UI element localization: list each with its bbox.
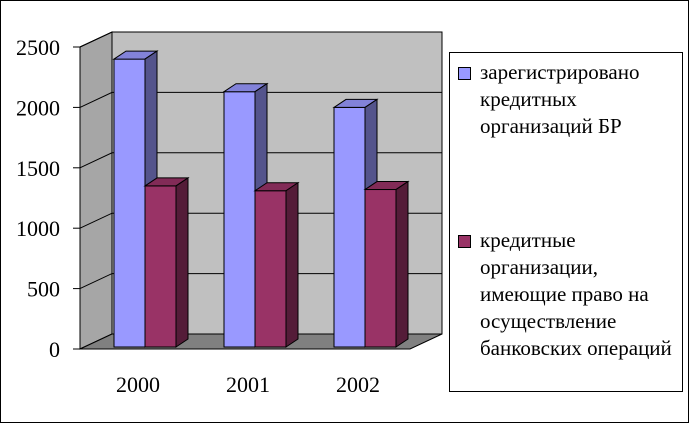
legend-item-registered: зарегистрировано кредитных организаций Б…	[458, 59, 680, 140]
legend-label-registered: зарегистрировано кредитных организаций Б…	[480, 60, 640, 138]
bar-front	[144, 185, 177, 348]
y-tick-label: 2000	[16, 95, 60, 120]
y-tick-label: 500	[27, 277, 60, 302]
legend-label-licensed: кредитные организации, имеющие право на …	[480, 228, 672, 360]
bar-front	[113, 58, 146, 348]
bar-side	[285, 181, 299, 348]
gridline	[79, 273, 442, 290]
bar-licensed-2002	[363, 180, 410, 348]
bar-licensed-2001	[253, 181, 300, 348]
gridline	[79, 212, 442, 229]
gridline	[79, 31, 442, 48]
bar-side	[175, 176, 189, 348]
bar-front	[333, 106, 366, 348]
bar-front	[223, 91, 256, 348]
y-tick-label: 1500	[16, 156, 60, 181]
legend-item-licensed: кредитные организации, имеющие право на …	[458, 227, 680, 362]
bar-front	[254, 190, 287, 348]
x-tick-label: 2001	[226, 372, 270, 397]
bar-side	[395, 180, 409, 348]
legend: зарегистрировано кредитных организаций Б…	[449, 52, 683, 392]
legend-swatch-licensed	[458, 235, 471, 248]
gridline	[79, 152, 442, 169]
y-tick-label: 0	[49, 337, 60, 362]
x-tick-label: 2000	[116, 372, 160, 397]
gridline	[79, 91, 442, 108]
y-axis-tick-labels: 0 500 1000 1500 2000 2500	[16, 35, 410, 362]
legend-swatch-registered	[458, 67, 471, 80]
x-axis-tick-labels: 2000 2001 2002	[116, 372, 380, 397]
gridlines	[79, 31, 442, 290]
bar-front	[364, 189, 397, 348]
y-tick-label: 2500	[16, 35, 60, 60]
bars	[112, 50, 410, 348]
bar-licensed-2000	[143, 176, 190, 348]
side-wall	[79, 31, 113, 350]
x-tick-label: 2002	[336, 372, 380, 397]
y-tick-label: 1000	[16, 216, 60, 241]
